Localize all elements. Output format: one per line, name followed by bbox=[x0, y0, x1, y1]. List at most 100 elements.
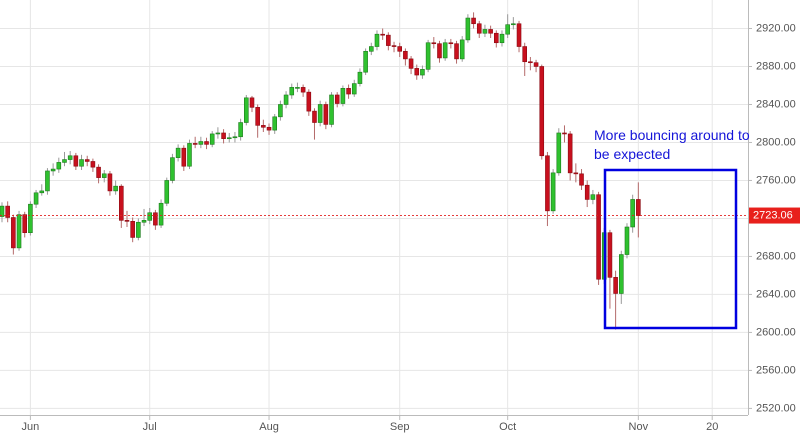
candle-body bbox=[39, 190, 45, 194]
candle-body bbox=[340, 88, 346, 104]
candle-body bbox=[170, 157, 175, 181]
candle-body bbox=[147, 212, 153, 221]
annotation-box bbox=[603, 168, 738, 330]
candle-body bbox=[119, 185, 124, 221]
last-price-label: 2723.06 bbox=[753, 209, 793, 221]
candle-body bbox=[244, 97, 249, 123]
candle-body bbox=[459, 39, 465, 60]
candle-body bbox=[164, 180, 170, 204]
candle-body bbox=[124, 220, 130, 222]
candle-body bbox=[283, 94, 289, 105]
candle-body bbox=[363, 50, 368, 73]
candle-body bbox=[84, 159, 90, 162]
x-tick-label: 20 bbox=[706, 421, 718, 433]
candle-body bbox=[96, 166, 101, 178]
candle-body bbox=[73, 155, 79, 167]
candle-body bbox=[67, 155, 73, 160]
candle-body bbox=[238, 122, 243, 138]
candle-body bbox=[545, 155, 550, 212]
grid bbox=[0, 0, 748, 415]
candle-body bbox=[317, 104, 323, 123]
candle-body bbox=[431, 42, 437, 45]
candle-body bbox=[90, 161, 96, 168]
candle-body bbox=[158, 202, 164, 226]
candle-body bbox=[357, 71, 363, 84]
candle-body bbox=[289, 87, 295, 96]
candle-body bbox=[204, 141, 209, 145]
candle-body bbox=[141, 220, 147, 223]
candle-body bbox=[539, 66, 545, 157]
candle-body bbox=[334, 94, 340, 104]
candle-body bbox=[175, 147, 181, 158]
candle-body bbox=[295, 87, 300, 89]
candle-body bbox=[567, 133, 573, 174]
candle-body bbox=[130, 220, 135, 238]
candle-body bbox=[50, 168, 56, 172]
candle-body bbox=[522, 46, 527, 63]
candle-body bbox=[556, 132, 562, 174]
y-tick-label: 2880.00 bbox=[756, 60, 796, 72]
y-tick-label: 2640.00 bbox=[756, 288, 796, 300]
y-tick-label: 2840.00 bbox=[756, 98, 796, 110]
candle-body bbox=[323, 104, 329, 125]
x-tick-label: Aug bbox=[259, 421, 279, 433]
candle-body bbox=[471, 17, 476, 25]
candle-body bbox=[5, 205, 10, 218]
candle-body bbox=[408, 58, 414, 69]
candle-body bbox=[261, 125, 266, 128]
candle-body bbox=[113, 185, 118, 192]
candle-body bbox=[476, 23, 482, 34]
candle-body bbox=[16, 214, 22, 249]
candle-body bbox=[369, 46, 374, 52]
candle-body bbox=[579, 173, 584, 186]
candle-body bbox=[607, 232, 613, 278]
candle-body bbox=[181, 147, 187, 167]
candle-body bbox=[300, 87, 306, 93]
candle-body bbox=[278, 104, 283, 118]
candle-body bbox=[596, 194, 601, 280]
candle-body bbox=[107, 173, 113, 192]
candle-body bbox=[386, 34, 391, 46]
x-tick-label: Jun bbox=[22, 421, 40, 433]
candle-body bbox=[397, 46, 402, 52]
candle-body bbox=[255, 107, 260, 126]
candle-body bbox=[45, 170, 50, 192]
candle-body bbox=[187, 143, 192, 167]
y-tick-label: 2920.00 bbox=[756, 22, 796, 34]
candle-body bbox=[550, 172, 556, 212]
candle-body bbox=[22, 214, 28, 233]
candle-body bbox=[482, 29, 488, 34]
candle-body bbox=[573, 172, 579, 175]
candle-body bbox=[494, 32, 499, 44]
candle-body bbox=[351, 83, 357, 95]
annotation: More bouncing around to be expected bbox=[594, 127, 750, 162]
candle-body bbox=[215, 132, 221, 135]
candle-body bbox=[249, 97, 255, 108]
candle-body bbox=[465, 17, 471, 41]
candle-body bbox=[226, 137, 232, 140]
y-tick-label: 2760.00 bbox=[756, 174, 796, 186]
annotation-container: More bouncing around to be expected bbox=[594, 127, 750, 162]
y-tick-label: 2560.00 bbox=[756, 364, 796, 376]
candle-body bbox=[266, 126, 272, 131]
candle-body bbox=[488, 29, 493, 34]
candle-body bbox=[62, 159, 67, 163]
candle-body bbox=[11, 217, 16, 249]
candle-body bbox=[346, 88, 351, 95]
candle-body bbox=[79, 159, 84, 167]
labels: 2520.002560.002600.002640.002680.002720.… bbox=[22, 22, 800, 433]
candle-body bbox=[374, 33, 380, 47]
candle-body bbox=[562, 132, 567, 135]
candle-body bbox=[33, 192, 39, 205]
candle-body bbox=[391, 45, 397, 47]
x-tick-label: Nov bbox=[629, 421, 649, 433]
candle-body bbox=[403, 50, 408, 60]
y-tick-label: 2680.00 bbox=[756, 250, 796, 262]
candle-body bbox=[306, 91, 312, 112]
candle-body bbox=[528, 61, 533, 64]
candle-body bbox=[636, 199, 641, 216]
candle-body bbox=[272, 116, 278, 131]
candle-body bbox=[329, 94, 334, 125]
candle-body bbox=[56, 162, 62, 170]
